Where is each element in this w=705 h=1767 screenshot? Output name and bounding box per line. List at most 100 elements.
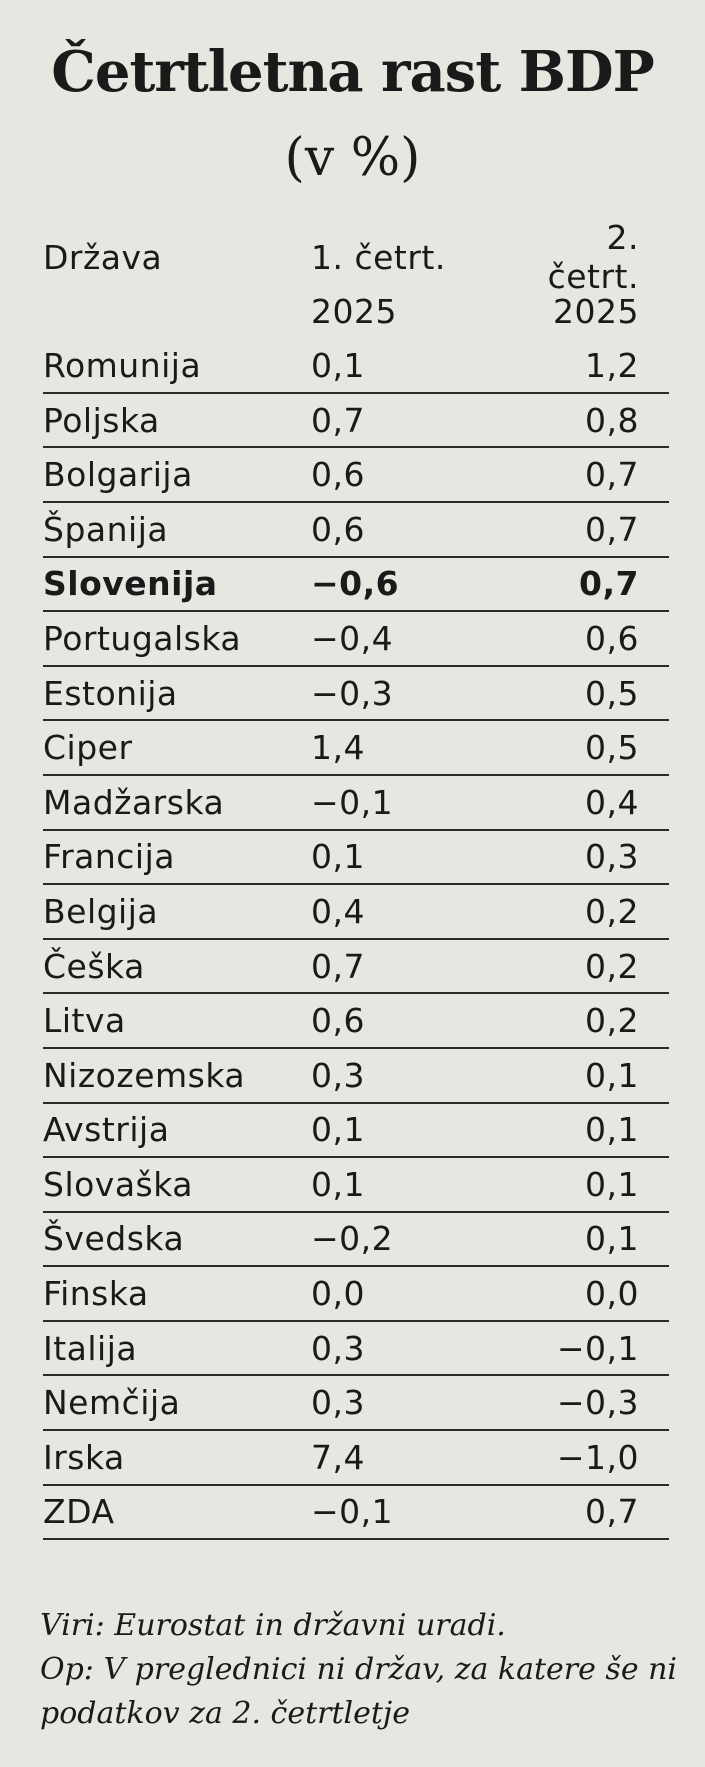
table-cell: Madžarska (43, 782, 225, 822)
table-cell: 0,1 (311, 1110, 365, 1150)
table-cell: ZDA (43, 1492, 115, 1532)
table-cell: 0,6 (585, 618, 639, 658)
header-row: 2025 2025 (43, 285, 669, 340)
table-cell: −0,4 (311, 618, 394, 658)
table-cell: 0,1 (311, 345, 365, 385)
table-row: Slovaška 0,1 0,1 (43, 1158, 669, 1213)
table-cell: 1,4 (311, 728, 365, 768)
table-cell: Francija (43, 837, 175, 877)
table-cell: 0,8 (585, 400, 639, 440)
table-cell: 0,6 (311, 455, 365, 495)
table-row: Francija 0,1 0,3 (43, 831, 669, 886)
title: Četrtletna rast BDP (51, 39, 654, 105)
table-row: Litva 0,6 0,2 (43, 994, 669, 1049)
table-cell: 0,3 (585, 837, 639, 877)
table-row: Estonija −0,3 0,5 (43, 667, 669, 722)
table-cell: 0,6 (311, 1001, 365, 1041)
table-cell: −0,3 (556, 1383, 639, 1423)
table-cell: 0,1 (585, 1219, 639, 1259)
table-cell: Litva (43, 1001, 126, 1041)
table-row: Slovenija −0,6 0,7 (43, 558, 669, 613)
table-cell: 0,2 (585, 946, 639, 986)
table-cell: 0,3 (311, 1055, 365, 1095)
table-cell: Nizozemska (43, 1055, 246, 1095)
table-cell: −0,1 (556, 1328, 639, 1368)
table-cell: Švedska (43, 1219, 185, 1259)
table-cell: 0,7 (585, 1492, 639, 1532)
table-cell: 0,2 (585, 1001, 639, 1041)
notes: Viri: Eurostat in državni uradi. Op: V pr… (40, 1604, 680, 1736)
table-cell: 0,7 (579, 564, 639, 604)
table-cell: Španija (43, 509, 169, 549)
table-cell: Finska (43, 1274, 149, 1314)
table-cell: 0,1 (311, 1164, 365, 1204)
table-cell: 0,7 (585, 455, 639, 495)
table-cell: 0,1 (585, 1164, 639, 1204)
table-cell: 0,4 (311, 891, 365, 931)
table-row: Poljska 0,7 0,8 (43, 394, 669, 449)
table-row: Češka 0,7 0,2 (43, 940, 669, 995)
table-cell: 0,7 (311, 946, 365, 986)
table-row: Nemčija 0,3 −0,3 (43, 1376, 669, 1432)
table-row: Irska 7,4 −1,0 (43, 1431, 669, 1486)
table-cell: 0,0 (311, 1274, 365, 1314)
table-cell: 0,7 (311, 400, 365, 440)
table-cell: 1,2 (585, 345, 639, 385)
table-row: Švedska −0,2 0,1 (43, 1213, 669, 1268)
table-cell: 0,6 (311, 509, 365, 549)
header-cell: 1. četrt. (311, 237, 446, 277)
table-cell: Italija (43, 1328, 138, 1368)
table-cell: Romunija (43, 345, 202, 385)
table-cell: Belgija (43, 891, 159, 931)
table-row: Belgija 0,4 0,2 (43, 885, 669, 940)
table-cell: Češka (43, 946, 145, 986)
subtitle: (v %) (284, 128, 421, 188)
table-cell: Estonija (43, 673, 178, 713)
table-cell: 0,1 (585, 1110, 639, 1150)
table-cell: −0,2 (311, 1219, 394, 1259)
table-row: Italija 0,3 −0,1 (43, 1322, 669, 1377)
table-cell: 0,5 (585, 673, 639, 713)
table-cell: −0,6 (311, 564, 400, 604)
table-cell: Slovenija (43, 564, 218, 604)
table-cell: 0,1 (311, 837, 365, 877)
table-cell: 0,3 (311, 1383, 365, 1423)
table-row: Ciper 1,4 0,5 (43, 721, 669, 776)
table-cell: Portugalska (43, 618, 242, 658)
table-cell: 0,7 (585, 509, 639, 549)
header-cell: 2025 (553, 292, 639, 332)
table-row: Bolgarija 0,6 0,7 (43, 448, 669, 503)
table-row: Portugalska −0,4 0,6 (43, 612, 669, 667)
table-cell: Ciper (43, 728, 133, 768)
table-row: Španija 0,6 0,7 (43, 503, 669, 558)
note: Viri: Eurostat in državni uradi. (40, 1608, 506, 1643)
table-cell: 0,3 (311, 1328, 365, 1368)
table-cell: Slovaška (43, 1164, 194, 1204)
table-row: Madžarska −0,1 0,4 (43, 776, 669, 831)
table-row: Finska 0,0 0,0 (43, 1267, 669, 1322)
table-row: Romunija 0,1 1,2 (43, 339, 669, 394)
table-cell: Avstrija (43, 1110, 170, 1150)
table-cell: −0,3 (311, 673, 394, 713)
table-row: ZDA −0,1 0,7 (43, 1486, 669, 1541)
table-cell: −0,1 (311, 1492, 394, 1532)
table-row: Nizozemska 0,3 0,1 (43, 1049, 669, 1104)
table: Država 1. četrt. 2. četrt. 2025 2025 Romunija… (43, 218, 669, 1541)
table-cell: Poljska (43, 400, 160, 440)
table-cell: −1,0 (556, 1437, 639, 1477)
table-cell: 0,4 (585, 782, 639, 822)
header-cell: Država (43, 237, 163, 277)
table-cell: −0,1 (311, 782, 394, 822)
table-row: Avstrija 0,1 0,1 (43, 1104, 669, 1159)
header-cell: 2025 (311, 292, 397, 332)
table-cell: Irska (43, 1437, 125, 1477)
table-cell: 0,2 (585, 891, 639, 931)
table-cell: Bolgarija (43, 455, 193, 495)
header-row: Država 1. četrt. 2. četrt. (43, 218, 669, 296)
header-cell: 2. četrt. (547, 218, 639, 297)
table-cell: 0,0 (585, 1274, 639, 1314)
table-cell: 0,5 (585, 728, 639, 768)
note: Op: V preglednici ni držav, za katere še… (40, 1652, 678, 1731)
table-cell: 7,4 (311, 1437, 365, 1477)
